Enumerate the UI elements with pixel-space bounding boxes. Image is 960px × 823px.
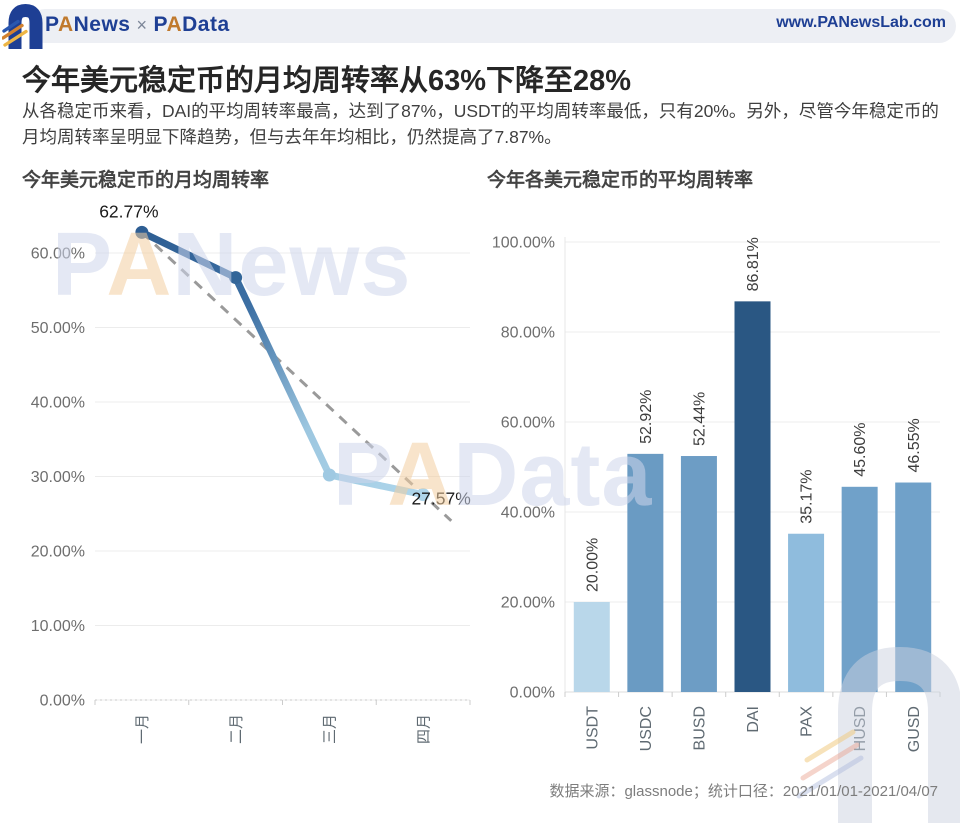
x-tick-label: 二月 [228, 714, 245, 744]
bar-value-label: 46.55% [906, 418, 923, 472]
x-tick-label: HUSD [852, 706, 869, 751]
x-tick-label: DAI [745, 706, 762, 733]
trend-line [140, 231, 453, 522]
data-source-note: 数据来源：glassnode；统计口径：2021/01/01-2021/04/0… [549, 783, 938, 800]
data-point [135, 225, 149, 239]
brand-text: PANews × PAData [45, 13, 230, 37]
logo-arch [8, 3, 43, 49]
point-label-first: 62.77% [99, 201, 158, 221]
y-tick-label: 100.00% [492, 235, 555, 252]
x-tick-label: PAX [799, 706, 816, 737]
page-title: 今年美元稳定币的月均周转率从63%下降至28% [22, 65, 632, 97]
bar-value-label: 35.17% [799, 469, 816, 523]
y-tick-label: 30.00% [31, 469, 85, 486]
bar-value-label: 20.00% [584, 538, 601, 592]
bar [573, 602, 610, 692]
bar [627, 453, 664, 692]
brand-padata-p: P [153, 13, 167, 36]
line-chart-title: 今年美元稳定币的月均周转率 [22, 170, 270, 191]
bar [734, 301, 771, 692]
brand-panews-p: P [45, 13, 58, 36]
bar-chart-canvas: 100.00% 80.00% 60.00% 40.00% 20.00% 0.00% 20.0… [492, 235, 941, 752]
website-link[interactable]: www.PANewsLab.com [776, 14, 946, 31]
y-tick-label: 20.00% [31, 544, 85, 561]
x-tick-label: 一月 [134, 714, 151, 744]
brand-panews-a: A [57, 13, 74, 36]
header-bar [28, 9, 956, 43]
bar-value-label: 86.81% [745, 237, 762, 291]
page-subtitle: 从各稳定币来看，DAI的平均周转率最高，达到了87%，USDT的平均周转率最低，… [22, 101, 939, 147]
x-tick-label: GUSD [906, 706, 923, 752]
y-tick-label: 60.00% [501, 415, 555, 432]
y-tick-label: 0.00% [510, 685, 555, 702]
x-tick-label: 三月 [322, 714, 339, 744]
y-tick-label: 40.00% [31, 395, 85, 412]
logo-stripe-blue [2, 19, 20, 33]
y-tick-label: 20.00% [501, 595, 555, 612]
brand-padata-rest: Data [182, 13, 230, 36]
brand-padata-a: A [166, 13, 183, 36]
point-label-last: 27.57% [411, 489, 470, 509]
x-tick-label: USDT [584, 706, 601, 750]
bar [841, 486, 878, 692]
x-tick-label: USDC [638, 706, 655, 751]
line-chart-canvas: 60.00% 50.00% 40.00% 30.00% 20.00% 10.00% 0.00… [31, 201, 471, 744]
y-tick-label: 80.00% [501, 325, 555, 342]
bar [895, 482, 932, 692]
logo-stripe-yellow [3, 29, 28, 47]
x-tick-label: BUSD [692, 706, 709, 750]
brand-separator: × [136, 15, 148, 35]
y-tick-label: 40.00% [501, 505, 555, 522]
bar-chart-title: 今年各美元稳定币的平均周转率 [487, 170, 754, 191]
y-tick-label: 60.00% [31, 246, 85, 263]
data-point [229, 271, 243, 285]
panews-logo-icon [2, 3, 43, 49]
bar [680, 456, 717, 692]
data-point [416, 488, 430, 502]
bar-value-label: 45.60% [852, 423, 869, 477]
y-tick-label: 0.00% [40, 693, 85, 710]
data-point [322, 468, 336, 482]
bar [788, 533, 825, 692]
bar-value-label: 52.44% [692, 392, 709, 446]
y-tick-label: 10.00% [31, 618, 85, 635]
bar-value-label: 52.92% [638, 390, 655, 444]
y-tick-label: 50.00% [31, 320, 85, 337]
x-tick-label: 四月 [415, 714, 432, 744]
series-line [138, 228, 427, 499]
logo-stripe-orange [2, 23, 24, 40]
brand-panews-rest: News [73, 13, 131, 36]
